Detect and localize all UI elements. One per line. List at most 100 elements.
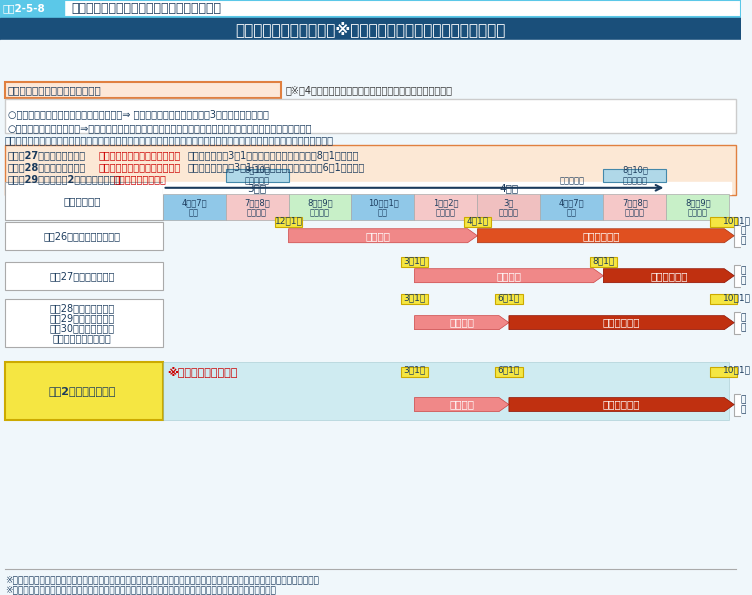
Text: 7月〜8月: 7月〜8月 <box>622 198 647 207</box>
FancyBboxPatch shape <box>0 0 64 17</box>
Text: 定: 定 <box>741 236 746 245</box>
Text: 8〜10月
大学院入試: 8〜10月 大学院入試 <box>622 165 647 185</box>
Text: ※前年度の日程を維持: ※前年度の日程を維持 <box>168 366 238 377</box>
Text: 10月1日: 10月1日 <box>723 365 751 374</box>
Text: 平成26年度以前卒業予定者: 平成26年度以前卒業予定者 <box>44 231 120 241</box>
Polygon shape <box>603 269 734 283</box>
Text: 6月1日: 6月1日 <box>498 365 520 374</box>
Text: 採用選考活動: 採用選考活動 <box>603 318 640 328</box>
Text: 8月〜9月: 8月〜9月 <box>685 198 711 207</box>
Text: 4月〜7月: 4月〜7月 <box>181 198 207 207</box>
FancyBboxPatch shape <box>495 367 523 377</box>
Text: 春季休暇: 春季休暇 <box>499 208 519 217</box>
Polygon shape <box>414 316 509 330</box>
Polygon shape <box>414 269 603 283</box>
FancyBboxPatch shape <box>162 362 729 419</box>
Text: 令和2年度卒業予定者: 令和2年度卒業予定者 <box>48 386 116 396</box>
Text: 採用選考活動: 採用選考活動 <box>582 231 620 241</box>
Text: 内: 内 <box>741 395 746 404</box>
Text: 4年次: 4年次 <box>499 183 518 193</box>
Text: （広報活動開始3月1日以降，採用選考活動開始8月1日以降）: （広報活動開始3月1日以降，採用選考活動開始8月1日以降） <box>187 150 359 160</box>
Text: 平成29年度卒業予定者: 平成29年度卒業予定者 <box>49 314 114 324</box>
Text: 定: 定 <box>741 323 746 332</box>
Text: 新規大学等卒業予定者（※）の就職・採用活動開始時期について: 新規大学等卒業予定者（※）の就職・採用活動開始時期について <box>235 21 506 37</box>
Text: 4月1日: 4月1日 <box>466 216 489 226</box>
Text: 【平成28年度卒業予定者】: 【平成28年度卒業予定者】 <box>8 162 86 172</box>
Text: 留学生帰国: 留学生帰国 <box>559 176 584 185</box>
FancyBboxPatch shape <box>0 18 741 40</box>
Text: 10月1日: 10月1日 <box>723 293 751 302</box>
FancyBboxPatch shape <box>734 265 752 287</box>
Polygon shape <box>509 397 734 412</box>
Text: 7月〜8月: 7月〜8月 <box>244 198 270 207</box>
FancyBboxPatch shape <box>734 312 752 334</box>
Text: 3月: 3月 <box>504 198 514 207</box>
Text: 10月1日: 10月1日 <box>723 216 751 226</box>
Text: 3年次: 3年次 <box>247 183 267 193</box>
FancyBboxPatch shape <box>401 256 428 267</box>
Text: 図表2-5-8: 図表2-5-8 <box>3 4 46 14</box>
Text: 10月〜1月: 10月〜1月 <box>368 198 399 207</box>
Text: 3月1日: 3月1日 <box>403 256 426 265</box>
Text: 授業: 授業 <box>567 208 577 217</box>
FancyBboxPatch shape <box>5 362 162 419</box>
Text: ※採用選考活動：採用のための実質的な選考を行う活動。採用のために参加が必須となる活動。（例）採用面接: ※採用選考活動：採用のための実質的な選考を行う活動。採用のために参加が必須となる… <box>5 585 276 594</box>
Polygon shape <box>414 397 509 412</box>
Text: 内: 内 <box>741 313 746 322</box>
Text: 就職・採用活動と学業を巡る問題: 就職・採用活動と学業を巡る問題 <box>8 85 102 95</box>
Text: （広報活動開始3月1日以降，採用選考活動開始6月1日以降）: （広報活動開始3月1日以降，採用選考活動開始6月1日以降） <box>187 162 365 172</box>
Text: 定: 定 <box>741 405 746 414</box>
FancyBboxPatch shape <box>590 256 617 267</box>
Text: 3月1日: 3月1日 <box>403 293 426 302</box>
Text: 就職・採用活動時期を後ろ倒し: 就職・採用活動時期を後ろ倒し <box>99 150 180 160</box>
Text: 授業: 授業 <box>189 208 199 217</box>
FancyBboxPatch shape <box>495 294 523 303</box>
Text: 6月1日: 6月1日 <box>498 293 520 302</box>
Text: 後期試験: 後期試験 <box>436 208 456 217</box>
FancyBboxPatch shape <box>464 217 491 227</box>
FancyBboxPatch shape <box>414 194 478 220</box>
Text: ※広報活動：採用を目的とした情報を学生に対して発信する活動。採用のための実質的な選考とならない活動。（例）会社説明会: ※広報活動：採用を目的とした情報を学生に対して発信する活動。採用のための実質的な… <box>5 575 319 584</box>
Text: 【平成29年度〜令和2年度卒業予定者】: 【平成29年度〜令和2年度卒業予定者】 <box>8 174 122 184</box>
Text: 8〜10月
大学院入試: 8〜10月 大学院入試 <box>244 165 270 185</box>
FancyBboxPatch shape <box>5 222 162 250</box>
FancyBboxPatch shape <box>226 194 289 220</box>
FancyBboxPatch shape <box>710 367 737 377</box>
FancyBboxPatch shape <box>734 225 752 247</box>
FancyBboxPatch shape <box>666 194 729 220</box>
FancyBboxPatch shape <box>541 194 603 220</box>
Text: 平成30年度卒業予定者: 平成30年度卒業予定者 <box>49 324 114 334</box>
Text: 新規大学等卒業予定者の就職・採用活動時期: 新規大学等卒業予定者の就職・採用活動時期 <box>71 2 221 15</box>
FancyBboxPatch shape <box>0 0 741 17</box>
Text: ○就職活動が大学の授業・試験期間と重複⇒ 学生の成長が最も期待される3年次の教育に支障。: ○就職活動が大学の授業・試験期間と重複⇒ 学生の成長が最も期待される3年次の教育… <box>8 109 268 119</box>
Text: 令和元年度卒業予定者: 令和元年度卒業予定者 <box>53 334 111 344</box>
Text: 広報活動: 広報活動 <box>365 231 390 241</box>
FancyBboxPatch shape <box>401 294 428 303</box>
Text: 夏季休暇: 夏季休暇 <box>688 208 708 217</box>
FancyBboxPatch shape <box>734 393 752 415</box>
Text: 平成28年度卒業予定者: 平成28年度卒業予定者 <box>49 303 114 314</box>
FancyBboxPatch shape <box>351 194 414 220</box>
Text: 広報活動: 広報活動 <box>449 318 475 328</box>
Text: 学生の学修時間や留学等の多様な経験を得る機会を確保し，大学等において社会の求める人材を育成するための環境を整備。: 学生の学修時間や留学等の多様な経験を得る機会を確保し，大学等において社会の求める… <box>5 135 334 145</box>
Text: 採用選考活動: 採用選考活動 <box>650 271 687 281</box>
Text: 広報活動: 広報活動 <box>449 400 475 409</box>
FancyBboxPatch shape <box>289 194 351 220</box>
FancyBboxPatch shape <box>5 182 162 220</box>
FancyBboxPatch shape <box>226 169 289 182</box>
Text: 授業: 授業 <box>378 208 388 217</box>
Text: 広報活動: 広報活動 <box>496 271 521 281</box>
FancyBboxPatch shape <box>603 169 666 182</box>
FancyBboxPatch shape <box>0 40 741 594</box>
Text: 8月1日: 8月1日 <box>593 256 614 265</box>
FancyBboxPatch shape <box>162 182 731 194</box>
FancyBboxPatch shape <box>5 82 280 98</box>
Text: 内: 内 <box>741 266 746 275</box>
Polygon shape <box>478 228 734 243</box>
Text: 前期試験: 前期試験 <box>625 208 644 217</box>
Polygon shape <box>289 228 478 243</box>
Text: （※）4年生大学のほか，大学院（修士），短大，高専を含む: （※）4年生大学のほか，大学院（修士），短大，高専を含む <box>286 85 453 95</box>
Text: 【平成27年度卒業予定者】: 【平成27年度卒業予定者】 <box>8 150 86 160</box>
Polygon shape <box>509 316 734 330</box>
Text: 前年度の日程を維持: 前年度の日程を維持 <box>114 174 166 184</box>
